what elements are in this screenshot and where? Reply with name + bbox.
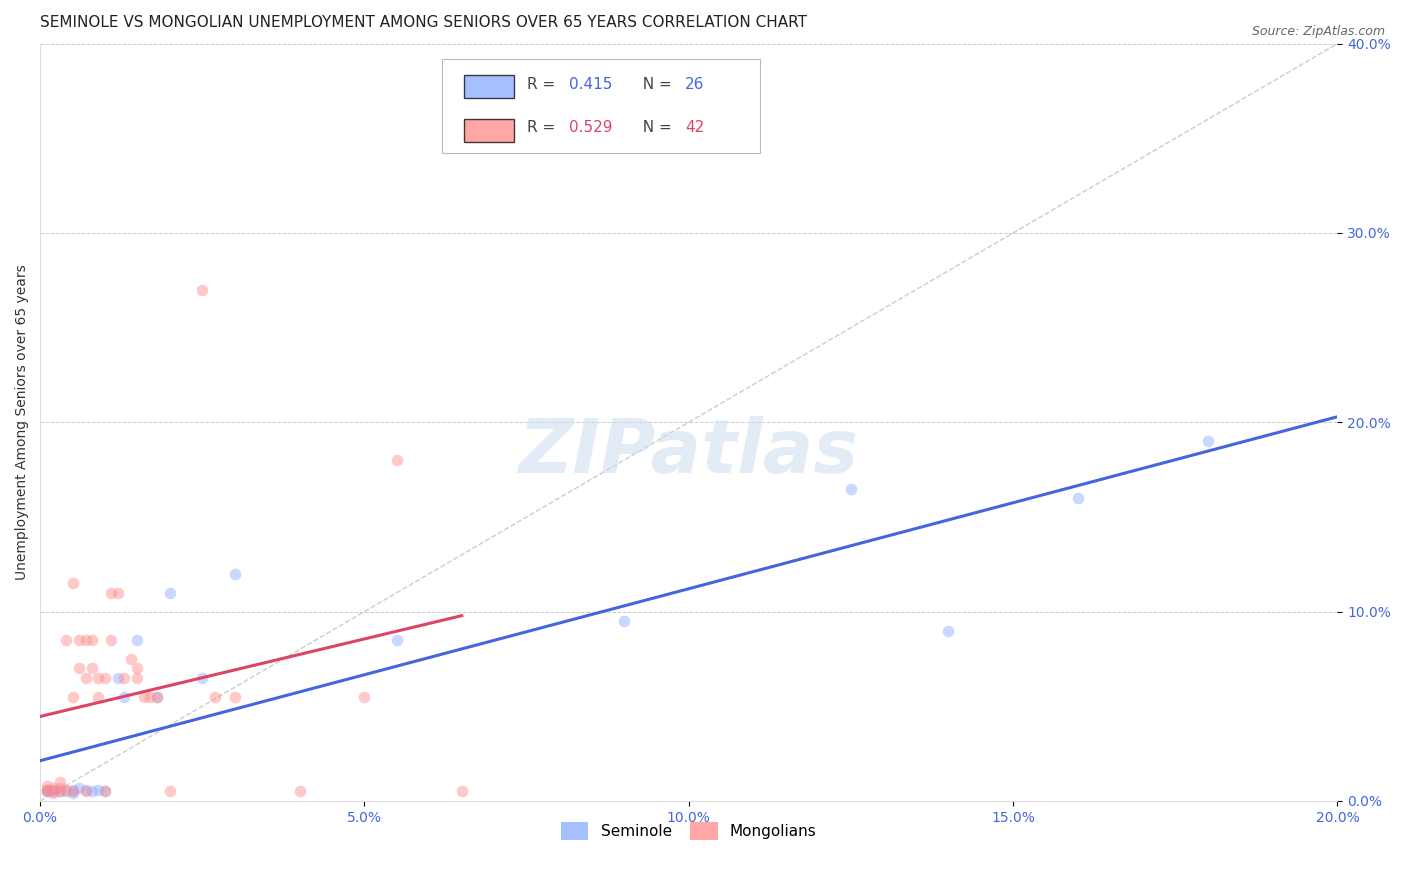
Y-axis label: Unemployment Among Seniors over 65 years: Unemployment Among Seniors over 65 years: [15, 264, 30, 580]
Text: 42: 42: [685, 120, 704, 136]
Point: [35, 784, 58, 798]
Point: [75, 671, 97, 685]
Point: [146, 690, 169, 704]
Point: [48, 784, 70, 798]
Point: [100, 585, 122, 599]
Point: [75, 632, 97, 647]
Point: [35, 779, 58, 793]
Point: [613, 614, 636, 628]
Point: [94, 784, 117, 798]
Point: [62, 786, 84, 800]
Point: [94, 671, 117, 685]
Text: 0.415: 0.415: [569, 77, 613, 92]
Point: [139, 690, 162, 704]
Point: [80, 784, 103, 798]
Point: [127, 661, 149, 675]
Point: [114, 690, 136, 704]
Point: [35, 782, 58, 797]
Point: [114, 671, 136, 685]
Point: [80, 661, 103, 675]
Point: [55, 782, 77, 797]
Text: Source: ZipAtlas.com: Source: ZipAtlas.com: [1251, 25, 1385, 38]
Point: [191, 283, 214, 297]
Text: 26: 26: [685, 77, 704, 92]
Point: [839, 482, 862, 496]
Point: [1197, 434, 1219, 449]
Point: [87, 671, 110, 685]
Point: [62, 784, 84, 798]
Point: [62, 576, 84, 591]
Point: [67, 780, 90, 795]
Point: [42, 786, 65, 800]
Point: [385, 453, 408, 467]
Point: [1067, 491, 1090, 505]
Point: [224, 566, 246, 581]
Point: [42, 780, 65, 795]
Point: [288, 784, 311, 798]
Text: SEMINOLE VS MONGOLIAN UNEMPLOYMENT AMONG SENIORS OVER 65 YEARS CORRELATION CHART: SEMINOLE VS MONGOLIAN UNEMPLOYMENT AMONG…: [41, 15, 807, 30]
Point: [94, 784, 117, 798]
Point: [42, 782, 65, 797]
Point: [35, 784, 58, 798]
Point: [48, 784, 70, 798]
Text: ZIPatlas: ZIPatlas: [519, 416, 859, 489]
Point: [62, 782, 84, 797]
Point: [55, 632, 77, 647]
Point: [67, 632, 90, 647]
Text: N =: N =: [633, 77, 676, 92]
Text: N =: N =: [633, 120, 676, 136]
Point: [42, 784, 65, 798]
Point: [450, 784, 472, 798]
Point: [80, 632, 103, 647]
Point: [75, 784, 97, 798]
Point: [48, 775, 70, 789]
Point: [191, 671, 214, 685]
Point: [107, 585, 129, 599]
Point: [127, 671, 149, 685]
FancyBboxPatch shape: [464, 75, 513, 98]
Text: 0.529: 0.529: [569, 120, 613, 136]
Point: [146, 690, 169, 704]
Point: [107, 671, 129, 685]
Point: [48, 780, 70, 795]
FancyBboxPatch shape: [443, 59, 761, 153]
Point: [132, 690, 155, 704]
Point: [224, 690, 246, 704]
Point: [936, 624, 959, 638]
Point: [353, 690, 375, 704]
Point: [75, 782, 97, 797]
Point: [159, 784, 181, 798]
Legend: Seminole, Mongolians: Seminole, Mongolians: [555, 816, 823, 847]
Text: R =: R =: [527, 120, 560, 136]
Point: [204, 690, 226, 704]
Point: [127, 632, 149, 647]
Text: R =: R =: [527, 77, 560, 92]
Point: [55, 784, 77, 798]
Point: [67, 661, 90, 675]
FancyBboxPatch shape: [464, 119, 513, 142]
Point: [385, 632, 408, 647]
Point: [62, 690, 84, 704]
Point: [159, 585, 181, 599]
Point: [35, 782, 58, 797]
Point: [87, 690, 110, 704]
Point: [87, 782, 110, 797]
Point: [120, 652, 142, 666]
Point: [100, 632, 122, 647]
